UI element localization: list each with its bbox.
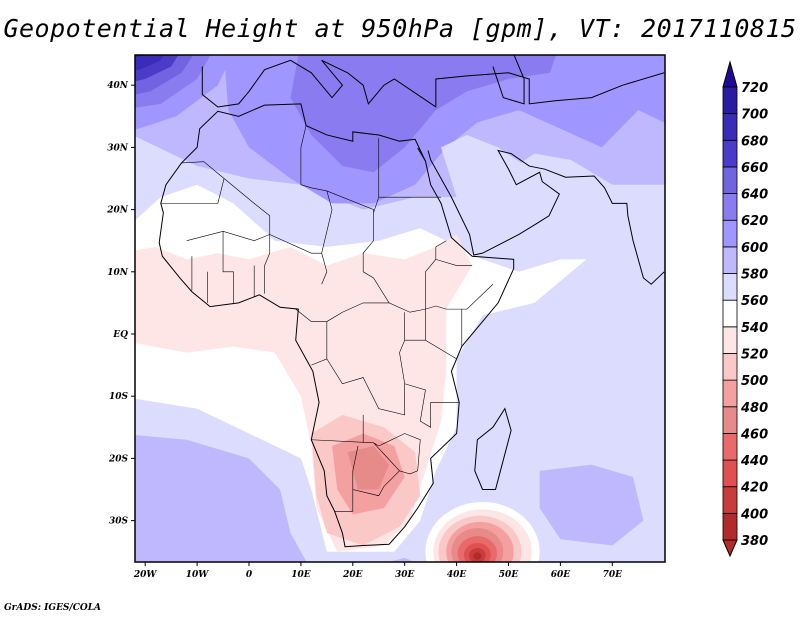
madagascar-coastline [475, 409, 511, 490]
colorbar-label: 700 [741, 108, 768, 123]
field-580-se [539, 464, 644, 546]
colorbar-swatch [722, 299, 738, 328]
colorbar-label: 520 [741, 347, 768, 362]
colorbar-label: 500 [741, 374, 768, 389]
colorbar-swatch [722, 246, 738, 274]
field-580-s [387, 557, 415, 562]
lat-tick-label: 10N [107, 268, 129, 278]
field-680-nw [135, 55, 164, 71]
colorbar-swatch [722, 219, 738, 248]
colorbar-over-arrow [722, 60, 738, 88]
lon-tick-label: 20W [133, 570, 158, 580]
arabia-asia-coastline [428, 151, 664, 285]
lat-tick-label: 30N [107, 143, 129, 153]
lon-tick-label: 50E [499, 570, 519, 580]
lat-tick-label: 10S [109, 392, 129, 402]
colorbar-label: 580 [741, 268, 768, 283]
field-620-north [290, 55, 556, 173]
colorbar-swatch [722, 379, 738, 408]
lat-tick-label: 30S [109, 517, 129, 527]
colorbar-swatch [722, 486, 738, 514]
colorbar-swatch [722, 273, 738, 301]
lon-tick-label: 60E [551, 570, 571, 580]
lon-tick-label: 40E [447, 570, 467, 580]
colorbar-swatch [722, 86, 738, 115]
lon-tick-label: 0 [246, 570, 253, 580]
lon-tick-label: 30E [395, 570, 415, 580]
field-460-south [347, 445, 390, 490]
map-frame [134, 54, 666, 563]
axis-ticks: 20W 10W 0 10E 20E 30E 40E 50E 60E 70E 40N 30N 20N 10N… [106, 81, 622, 580]
colorbar-swatch [722, 459, 738, 488]
caspian-coastline [493, 54, 524, 104]
colorbar-label: 640 [741, 188, 768, 203]
colorbar-label: 480 [740, 401, 768, 416]
colorbar-swatch [722, 512, 738, 541]
colorbar-swatch [722, 353, 738, 381]
coastlines [159, 54, 664, 547]
colorbar-label: 380 [741, 534, 768, 549]
colorbar-label: 720 [741, 81, 768, 96]
contour-fill [135, 55, 665, 562]
colorbar-label: 560 [741, 294, 768, 309]
lat-tick-label: 20S [108, 454, 129, 464]
chart-title: Geopotential Height at 950hPa [gpm], VT:… [3, 14, 797, 43]
colorbar-label: 680 [741, 134, 768, 149]
lon-tick-label: 70E [603, 570, 623, 580]
red-sea-coast [418, 148, 426, 161]
colorbar-label: 600 [741, 241, 768, 256]
colorbar-swatch [722, 113, 738, 141]
field-white-mideast [441, 134, 535, 223]
field-380-low [473, 552, 482, 560]
lon-tick-label: 10W [186, 570, 210, 580]
europe-coastline [202, 60, 664, 107]
lat-tick-label: 20N [106, 206, 129, 216]
colorbar-swatch [722, 139, 738, 168]
lon-tick-label: 10E [291, 570, 311, 580]
lon-tick-label: 20E [342, 570, 363, 580]
lat-tick-label: 40N [107, 81, 129, 91]
field-580-sw [135, 434, 307, 562]
colorbar-label: 660 [741, 161, 768, 176]
colorbar-label: 620 [741, 214, 768, 229]
africa-coastline [159, 104, 513, 547]
lat-tick-label: EQ [112, 330, 128, 340]
colorbar-swatch [722, 166, 738, 194]
colorbar-label: 400 [740, 507, 768, 522]
grads-credit: GrADS: IGES/COLA [4, 603, 102, 613]
colorbar-label: 420 [740, 481, 768, 496]
colorbar-label: 440 [740, 454, 768, 469]
colorbar-under-arrow [722, 539, 738, 558]
colorbar-swatch [722, 326, 738, 354]
colorbar-swatch [722, 193, 738, 221]
map-plot-area [135, 54, 665, 562]
colorbar-swatch [722, 433, 738, 461]
colorbar-label: 540 [741, 321, 768, 336]
colorbar-swatch [722, 406, 738, 434]
country-borders [161, 126, 493, 512]
colorbar-label: 460 [740, 427, 768, 442]
colorbar: 380 400 420 440 460 480 500 520 540 560 580 600 620 6… [722, 60, 768, 558]
